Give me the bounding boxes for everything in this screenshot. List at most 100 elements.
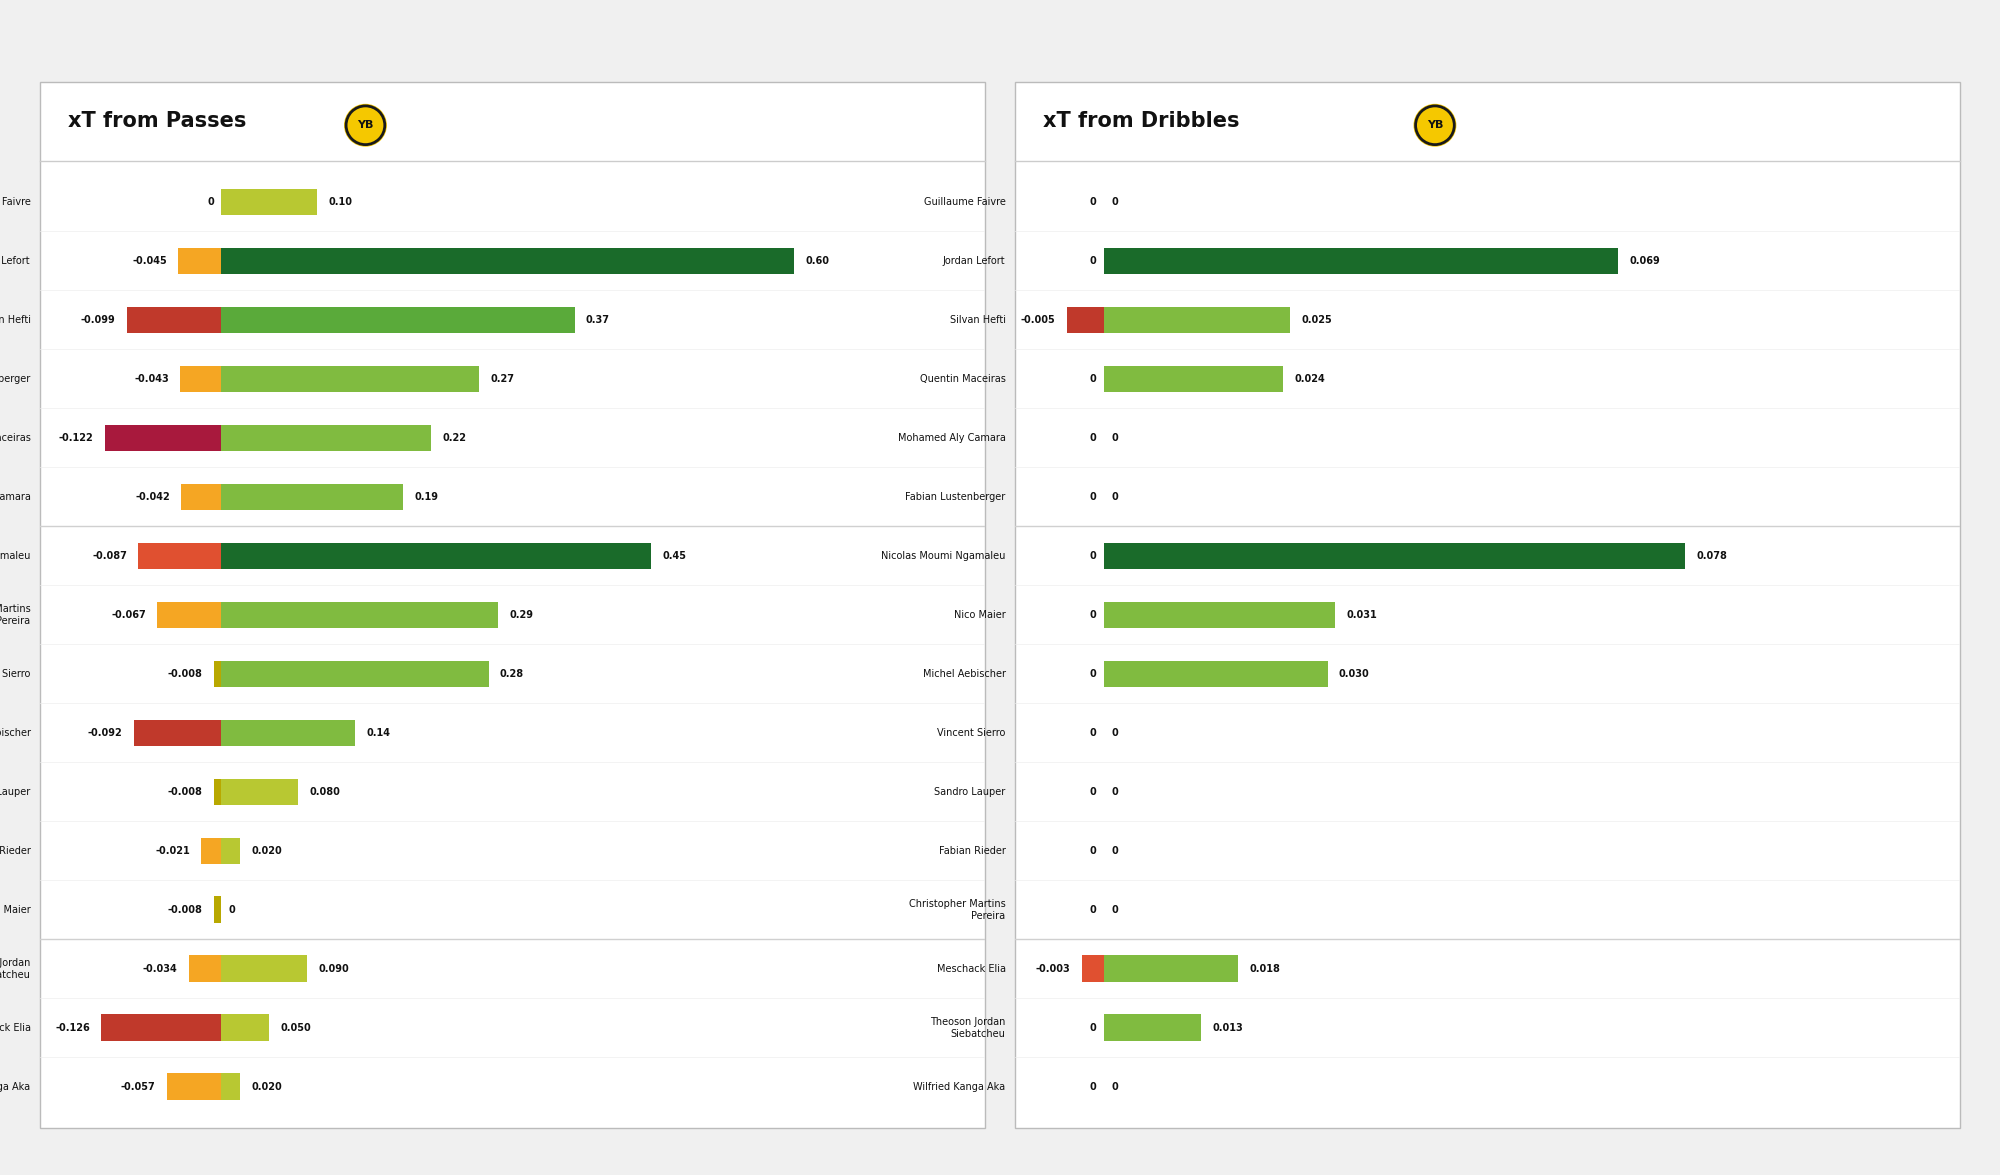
- Text: Nico Maier: Nico Maier: [0, 905, 30, 915]
- Text: -0.005: -0.005: [1020, 315, 1056, 325]
- Text: 0.025: 0.025: [1302, 315, 1332, 325]
- Bar: [178, 248, 222, 274]
- Text: -0.021: -0.021: [156, 846, 190, 855]
- Text: 0.14: 0.14: [366, 727, 390, 738]
- Text: -0.034: -0.034: [142, 963, 178, 974]
- Bar: [1104, 1014, 1202, 1041]
- Text: 0.018: 0.018: [1250, 963, 1280, 974]
- Circle shape: [1414, 105, 1456, 146]
- Text: 0: 0: [1090, 432, 1096, 443]
- Text: 0.080: 0.080: [310, 787, 340, 797]
- Text: 0: 0: [1112, 846, 1118, 855]
- Text: Fabian Lustenberger: Fabian Lustenberger: [0, 374, 30, 384]
- Text: Nicolas Moumi Ngamaleu: Nicolas Moumi Ngamaleu: [882, 551, 1006, 560]
- Bar: [180, 365, 222, 392]
- Text: 0: 0: [1090, 197, 1096, 207]
- Text: 0: 0: [1090, 610, 1096, 620]
- Text: 0: 0: [1090, 492, 1096, 502]
- Text: 0: 0: [1112, 432, 1118, 443]
- Text: Fabian Lustenberger: Fabian Lustenberger: [906, 492, 1006, 502]
- Text: 0.050: 0.050: [280, 1022, 312, 1033]
- Bar: [182, 484, 222, 510]
- Text: Michel Aebischer: Michel Aebischer: [922, 669, 1006, 679]
- Text: 0.27: 0.27: [490, 374, 514, 384]
- Bar: [222, 779, 298, 805]
- Bar: [222, 248, 794, 274]
- Bar: [222, 424, 432, 451]
- Text: 0.60: 0.60: [806, 256, 830, 266]
- Text: Vincent Sierro: Vincent Sierro: [938, 727, 1006, 738]
- Text: 0.37: 0.37: [586, 315, 610, 325]
- Bar: [134, 719, 222, 746]
- Text: Quentin Maceiras: Quentin Maceiras: [920, 374, 1006, 384]
- Bar: [222, 543, 650, 569]
- Text: 0.28: 0.28: [500, 669, 524, 679]
- Text: -0.099: -0.099: [80, 315, 116, 325]
- Bar: [126, 307, 222, 334]
- Bar: [158, 602, 222, 629]
- Text: Jordan Lefort: Jordan Lefort: [942, 256, 1006, 266]
- Bar: [1082, 955, 1104, 982]
- Text: -0.043: -0.043: [134, 374, 168, 384]
- Text: 0: 0: [1090, 727, 1096, 738]
- Text: Wilfried Kanga Aka: Wilfried Kanga Aka: [914, 1082, 1006, 1092]
- Text: 0: 0: [1090, 1082, 1096, 1092]
- Text: 0: 0: [1090, 669, 1096, 679]
- Bar: [222, 365, 480, 392]
- Bar: [222, 602, 498, 629]
- Text: 0: 0: [1112, 492, 1118, 502]
- Text: 0: 0: [1090, 256, 1096, 266]
- Text: 0: 0: [1090, 905, 1096, 915]
- Text: YB: YB: [1426, 120, 1444, 130]
- Text: 0: 0: [1090, 846, 1096, 855]
- Text: 0.020: 0.020: [252, 846, 282, 855]
- Text: 0: 0: [1112, 727, 1118, 738]
- Text: 0.020: 0.020: [252, 1082, 282, 1092]
- Text: 0.024: 0.024: [1294, 374, 1324, 384]
- Bar: [1104, 602, 1334, 629]
- Text: 0.29: 0.29: [510, 610, 534, 620]
- Text: 0.078: 0.078: [1696, 551, 1726, 560]
- Text: -0.057: -0.057: [120, 1082, 156, 1092]
- Text: Fabian Rieder: Fabian Rieder: [938, 846, 1006, 855]
- Bar: [222, 484, 402, 510]
- Text: -0.126: -0.126: [56, 1022, 90, 1033]
- Text: Wilfried Kanga Aka: Wilfried Kanga Aka: [0, 1082, 30, 1092]
- Text: 0: 0: [1090, 1022, 1096, 1033]
- Text: Sandro Lauper: Sandro Lauper: [0, 787, 30, 797]
- Text: xT from Passes: xT from Passes: [68, 112, 246, 132]
- Text: Christopher Martins
Pereira: Christopher Martins Pereira: [908, 899, 1006, 920]
- Bar: [166, 1074, 222, 1100]
- Text: 0.22: 0.22: [442, 432, 466, 443]
- Text: Theoson Jordan
Siebatcheu: Theoson Jordan Siebatcheu: [0, 958, 30, 980]
- Bar: [104, 424, 222, 451]
- Text: -0.067: -0.067: [112, 610, 146, 620]
- Text: Sandro Lauper: Sandro Lauper: [934, 787, 1006, 797]
- Bar: [1104, 365, 1282, 392]
- Bar: [1104, 543, 1684, 569]
- Text: 0.069: 0.069: [1630, 256, 1660, 266]
- Bar: [1104, 307, 1290, 334]
- Bar: [222, 307, 574, 334]
- Text: 0.030: 0.030: [1338, 669, 1370, 679]
- Text: Silvan Hefti: Silvan Hefti: [950, 315, 1006, 325]
- Text: -0.008: -0.008: [168, 787, 202, 797]
- Text: Meschack Elia: Meschack Elia: [0, 1022, 30, 1033]
- Bar: [214, 660, 222, 687]
- Text: -0.008: -0.008: [168, 669, 202, 679]
- Text: Jordan Lefort: Jordan Lefort: [0, 256, 30, 266]
- Text: Mohamed Aly Camara: Mohamed Aly Camara: [0, 492, 30, 502]
- Bar: [222, 189, 316, 215]
- Text: Guillaume Faivre: Guillaume Faivre: [924, 197, 1006, 207]
- Bar: [222, 1014, 270, 1041]
- Text: xT from Dribbles: xT from Dribbles: [1044, 112, 1240, 132]
- Text: Silvan Hefti: Silvan Hefti: [0, 315, 30, 325]
- Text: Nico Maier: Nico Maier: [954, 610, 1006, 620]
- Text: Theoson Jordan
Siebatcheu: Theoson Jordan Siebatcheu: [930, 1016, 1006, 1039]
- Text: Guillaume Faivre: Guillaume Faivre: [0, 197, 30, 207]
- Text: 0: 0: [1090, 551, 1096, 560]
- Text: 0: 0: [1112, 787, 1118, 797]
- Text: Fabian Rieder: Fabian Rieder: [0, 846, 30, 855]
- Bar: [138, 543, 222, 569]
- Bar: [1068, 307, 1104, 334]
